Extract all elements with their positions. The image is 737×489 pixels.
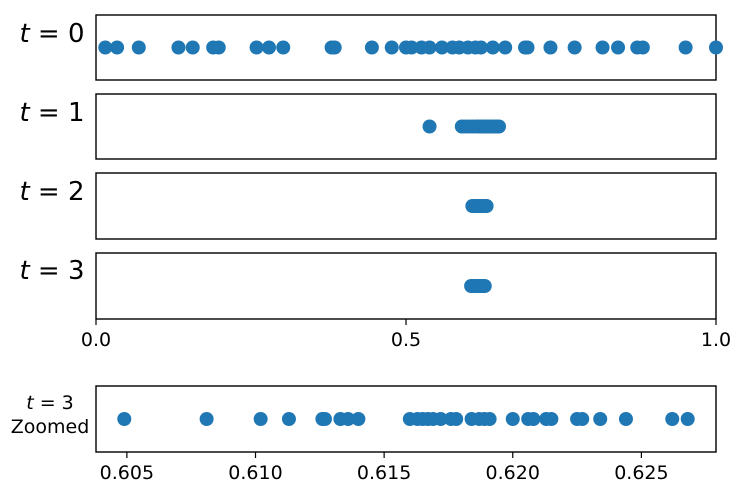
- panel-4-point-5: [317, 412, 332, 426]
- panel-4-frame: [95, 385, 717, 453]
- panel-0-point-23: [474, 40, 489, 55]
- panel-0-point-27: [520, 40, 535, 55]
- panel-4-point-27: [575, 412, 590, 426]
- panel-0-point-13: [384, 40, 399, 55]
- panel-4-point-29: [618, 412, 633, 426]
- panel-0-point-12: [364, 40, 379, 55]
- panel-0-point-1: [110, 40, 125, 55]
- panel-3-point-9: [477, 279, 492, 293]
- panel-0-point-3: [171, 40, 186, 55]
- panel-0-point-15: [404, 40, 419, 55]
- panel-4-point-0: [117, 412, 132, 426]
- panel-4-point-20: [482, 412, 497, 426]
- panel-0-point-9: [276, 40, 291, 55]
- panel-4-point-7: [341, 412, 356, 426]
- panel-0-point-24: [485, 40, 500, 55]
- panel-0-point-11: [327, 40, 342, 55]
- panel-4-xtick-label-2: 0.615: [357, 462, 411, 484]
- panel-0-point-0: [98, 40, 113, 55]
- panel-0-point-33: [635, 40, 650, 55]
- panel-1-frame: [95, 93, 717, 160]
- panel-4-point-2: [253, 412, 268, 426]
- panel-4-label: t = 3: [26, 392, 74, 414]
- panel-4-point-28: [593, 412, 608, 426]
- panel-4-point-31: [680, 412, 695, 426]
- panel-4-label-line-1: Zoomed: [11, 416, 90, 438]
- panel-4-point-16: [449, 412, 464, 426]
- panel-0-point-4: [185, 40, 200, 55]
- panel-1-point-14: [492, 119, 506, 134]
- panel-0-point-35: [709, 40, 723, 55]
- panel-4-xtick-label-4: 0.625: [614, 462, 668, 484]
- panel-1-point-0: [422, 119, 437, 134]
- panel-4-point-1: [199, 412, 214, 426]
- panel-3-xtick-label-1: 0.5: [391, 329, 421, 351]
- panel-4-point-3: [281, 412, 296, 426]
- panel-2-point-10: [479, 199, 494, 213]
- panel-4-point-30: [665, 412, 680, 426]
- panel-4-point-23: [526, 412, 541, 426]
- panel-3-xtick-label-2: 1.0: [701, 329, 731, 351]
- panel-4-point-8: [351, 412, 366, 426]
- panel-0-point-6: [211, 40, 226, 55]
- panel-0-point-29: [567, 40, 582, 55]
- panel-0-point-2: [131, 40, 146, 55]
- panel-4-xtick-label-1: 0.610: [228, 462, 282, 484]
- panel-0-point-17: [422, 40, 437, 55]
- panel-0-point-8: [261, 40, 276, 55]
- panel-4-xtick-label-0: 0.605: [100, 462, 154, 484]
- panel-0-point-34: [678, 40, 693, 55]
- panel-0-point-7: [249, 40, 264, 55]
- panel-0-point-25: [498, 40, 513, 55]
- panel-0-point-28: [543, 40, 558, 55]
- panel-0-point-18: [434, 40, 449, 55]
- panel-4-xtick-label-3: 0.620: [486, 462, 540, 484]
- panel-2-label: t = 2: [19, 177, 84, 207]
- panel-0-point-31: [611, 40, 626, 55]
- panel-4-point-14: [433, 412, 448, 426]
- panel-1-label: t = 1: [19, 98, 84, 128]
- panel-3-frame: [95, 252, 717, 320]
- panel-2-frame: [95, 172, 717, 240]
- panel-4-point-21: [505, 412, 520, 426]
- panel-0-label: t = 0: [19, 19, 84, 49]
- panel-4-point-25: [544, 412, 559, 426]
- panel-3-label: t = 3: [19, 256, 84, 286]
- panel-3-xtick-label-0: 0.0: [81, 329, 111, 351]
- panel-0-point-30: [595, 40, 610, 55]
